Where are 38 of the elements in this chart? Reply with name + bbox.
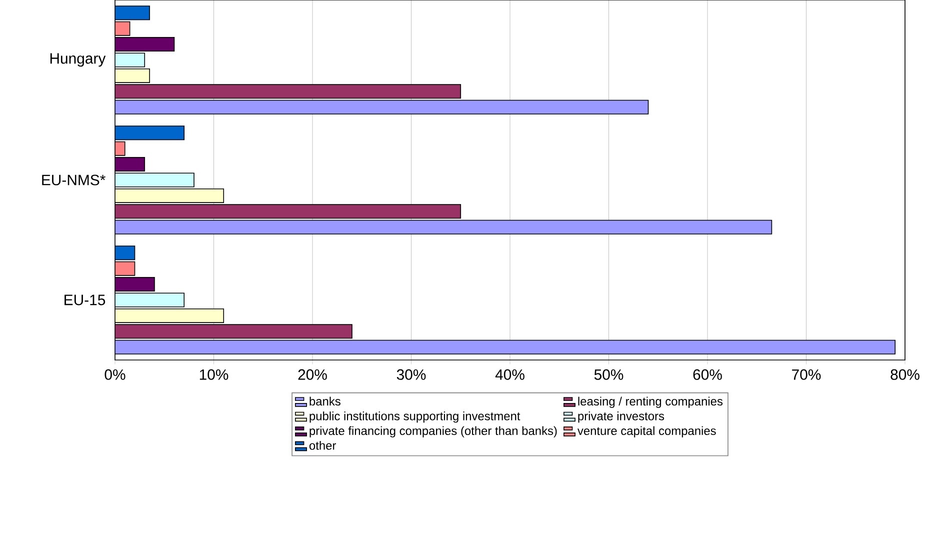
y-tick-label: EU-NMS* [42,174,106,186]
x-tick-label: 0% [104,369,126,380]
legend-label: leasing / renting companies [578,396,723,408]
legend-label: venture capital companies [577,426,716,438]
y-tick-label: EU-15 [64,294,106,306]
bar [115,261,136,276]
legend-label: banks [310,396,340,406]
bar [115,52,146,68]
bar [115,324,352,339]
bar [115,246,136,260]
x-tick-label: 50% [594,369,624,380]
legend-label: public institutions supporting investment [310,412,520,423]
legend-label: private financing companies (other than banks) [310,426,557,438]
bar [115,340,896,354]
bar [115,172,194,188]
x-tick-label: 30% [396,369,426,380]
x-tick-label: 80% [890,369,920,380]
bar [115,204,462,219]
bar [115,188,224,203]
x-tick-label: 70% [792,369,821,380]
x-tick-label: 40% [495,369,524,380]
x-tick-label: 10% [200,369,228,380]
bar [115,292,185,308]
legend-label: other [309,441,336,450]
bar [115,37,175,52]
bar [115,220,772,234]
y-tick-label: Hungary [50,53,106,67]
x-tick-label: 60% [693,369,722,380]
bar [115,277,155,292]
x-tick-label: 20% [298,369,327,380]
bar [115,308,224,323]
legend-label: private investors [578,412,664,423]
bar [115,68,150,83]
bar [115,6,150,20]
bar [115,21,130,36]
bar [115,126,185,140]
bar [115,100,649,114]
bar [115,84,462,99]
